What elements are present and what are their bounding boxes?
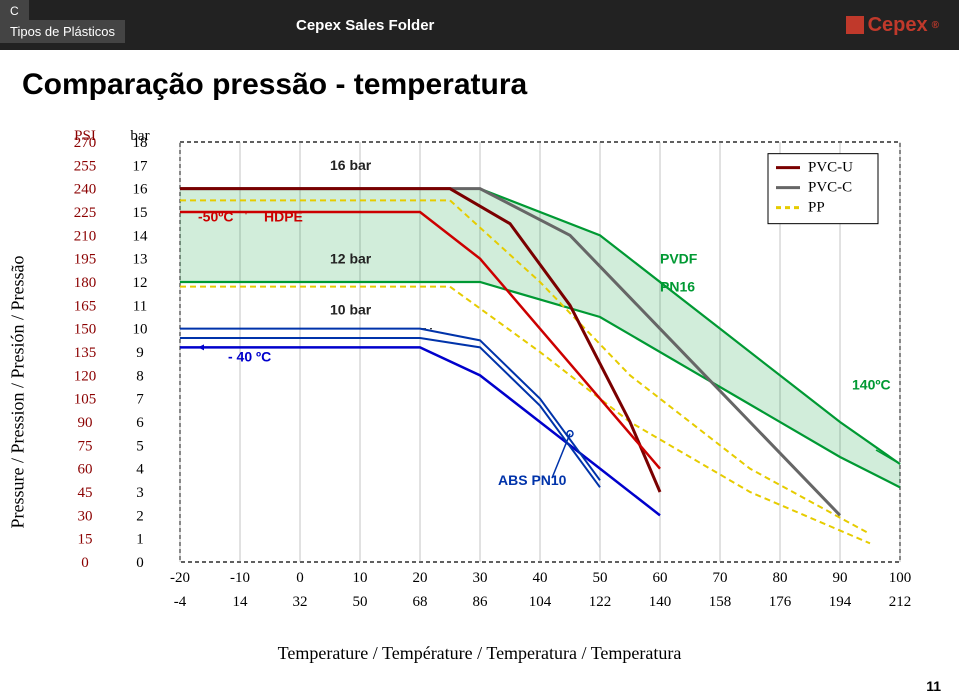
svg-text:165: 165 xyxy=(73,298,96,314)
svg-text:13: 13 xyxy=(132,252,147,268)
svg-text:150: 150 xyxy=(73,322,96,338)
svg-text:122: 122 xyxy=(588,594,611,610)
svg-text:10: 10 xyxy=(132,322,147,338)
svg-text:68: 68 xyxy=(412,594,427,610)
svg-text:135: 135 xyxy=(73,345,96,361)
chart-container: Pressure / Pression / Presión / Pressão … xyxy=(30,122,930,662)
svg-text:15: 15 xyxy=(77,532,92,548)
svg-text:0: 0 xyxy=(81,555,89,571)
svg-text:16 bar: 16 bar xyxy=(330,157,372,173)
svg-text:1: 1 xyxy=(136,532,144,548)
svg-text:8: 8 xyxy=(136,368,144,384)
svg-text:- 40 ºC: - 40 ºC xyxy=(228,348,271,364)
svg-text:86: 86 xyxy=(472,594,488,610)
svg-text:45: 45 xyxy=(77,485,92,501)
svg-text:90: 90 xyxy=(77,415,92,431)
svg-text:70: 70 xyxy=(712,570,727,586)
svg-text:225: 225 xyxy=(73,205,96,221)
svg-text:20: 20 xyxy=(412,570,427,586)
logo: Cepex® xyxy=(846,14,939,37)
svg-text:5: 5 xyxy=(136,438,144,454)
svg-text:0: 0 xyxy=(136,555,144,571)
svg-text:40: 40 xyxy=(532,570,547,586)
svg-text:18: 18 xyxy=(132,135,147,151)
svg-text:255: 255 xyxy=(73,158,96,174)
svg-text:195: 195 xyxy=(73,252,96,268)
svg-text:75: 75 xyxy=(77,438,92,454)
svg-text:PVC-U: PVC-U xyxy=(808,160,853,176)
svg-text:105: 105 xyxy=(73,392,96,408)
svg-text:2: 2 xyxy=(136,508,144,524)
svg-text:140: 140 xyxy=(648,594,671,610)
page-number: 11 xyxy=(926,678,941,694)
svg-text:14: 14 xyxy=(132,228,148,244)
svg-text:60: 60 xyxy=(77,462,92,478)
svg-text:-20: -20 xyxy=(170,570,190,586)
svg-text:11: 11 xyxy=(132,298,146,314)
svg-text:120: 120 xyxy=(73,368,96,384)
svg-text:158: 158 xyxy=(708,594,731,610)
svg-text:60: 60 xyxy=(652,570,667,586)
svg-text:270: 270 xyxy=(73,135,96,151)
svg-text:10: 10 xyxy=(352,570,367,586)
logo-text: Cepex xyxy=(868,14,928,37)
svg-text:80: 80 xyxy=(772,570,787,586)
header-bar: C Tipos de Plásticos Cepex Sales Folder … xyxy=(0,0,959,50)
svg-text:50: 50 xyxy=(352,594,367,610)
svg-text:50: 50 xyxy=(592,570,607,586)
svg-text:32: 32 xyxy=(292,594,307,610)
svg-text:100: 100 xyxy=(888,570,911,586)
svg-text:90: 90 xyxy=(832,570,847,586)
x-axis-label: Temperature / Température / Temperatura … xyxy=(278,643,682,664)
svg-text:14: 14 xyxy=(232,594,248,610)
svg-text:176: 176 xyxy=(768,594,791,610)
svg-text:7: 7 xyxy=(136,392,144,408)
svg-text:30: 30 xyxy=(472,570,487,586)
svg-text:30: 30 xyxy=(77,508,92,524)
svg-text:15: 15 xyxy=(132,205,147,221)
tab-c: C xyxy=(0,0,29,22)
chart-svg: PSIbar1817161514131211109876543210270255… xyxy=(30,122,930,632)
svg-text:12: 12 xyxy=(132,275,147,291)
svg-text:0: 0 xyxy=(296,570,304,586)
svg-text:140ºC: 140ºC xyxy=(852,376,891,392)
svg-text:-4: -4 xyxy=(173,594,186,610)
svg-text:PP: PP xyxy=(808,200,825,216)
svg-text:17: 17 xyxy=(132,158,148,174)
svg-text:PVC-C: PVC-C xyxy=(808,180,852,196)
svg-text:PVDF: PVDF xyxy=(660,250,698,266)
y-axis-label: Pressure / Pression / Presión / Pressão xyxy=(7,256,28,529)
svg-text:4: 4 xyxy=(136,462,144,478)
svg-text:104: 104 xyxy=(528,594,551,610)
svg-text:180: 180 xyxy=(73,275,96,291)
svg-text:HDPE: HDPE xyxy=(264,208,303,224)
svg-text:6: 6 xyxy=(136,415,144,431)
svg-text:240: 240 xyxy=(73,182,96,198)
svg-text:194: 194 xyxy=(828,594,851,610)
svg-text:ABS PN10: ABS PN10 xyxy=(498,472,567,488)
header-mid: Cepex Sales Folder xyxy=(296,17,434,34)
svg-text:-50ºC: -50ºC xyxy=(198,208,233,224)
svg-text:3: 3 xyxy=(136,485,144,501)
svg-text:-10: -10 xyxy=(230,570,250,586)
page-title: Comparação pressão - temperatura xyxy=(0,50,959,112)
logo-icon xyxy=(846,16,864,34)
svg-text:212: 212 xyxy=(888,594,911,610)
svg-text:10 bar: 10 bar xyxy=(330,302,372,318)
svg-text:16: 16 xyxy=(132,182,148,198)
svg-text:12 bar: 12 bar xyxy=(330,250,372,266)
tab-tipos: Tipos de Plásticos xyxy=(0,20,125,43)
svg-text:9: 9 xyxy=(136,345,144,361)
svg-text:PN16: PN16 xyxy=(660,278,695,294)
svg-text:210: 210 xyxy=(73,228,96,244)
